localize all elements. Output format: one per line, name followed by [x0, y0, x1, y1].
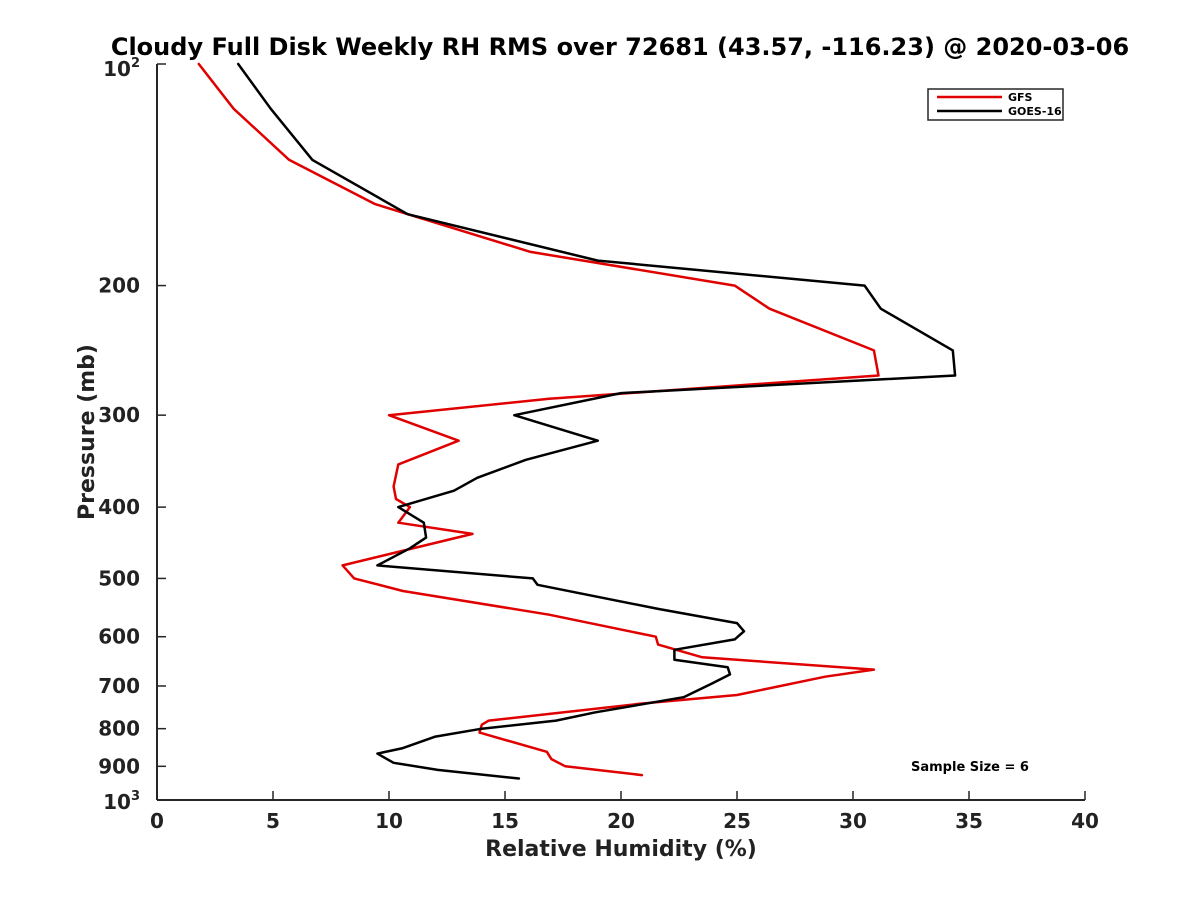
y-tick-label: 200: [98, 274, 140, 298]
y-tick-label: 400: [98, 495, 140, 519]
x-tick-label: 25: [723, 809, 751, 833]
y-tick-label: 900: [98, 754, 140, 778]
x-tick-label: 15: [491, 809, 519, 833]
y-tick-label: 600: [98, 625, 140, 649]
y-axis-label: Pressure (mb): [75, 344, 100, 520]
y-top-tick-label: 102: [103, 56, 140, 81]
x-tick-label: 10: [375, 809, 403, 833]
chart-title: Cloudy Full Disk Weekly RH RMS over 7268…: [111, 33, 1129, 61]
sample-size-annotation: Sample Size = 6: [911, 760, 1029, 775]
plot-area: 0 5 10 15 20 25 30 35 40 200 300 400 500 600 700 800 90…: [98, 56, 1099, 833]
y-ticks: 200 300 400 500 600 700 800 900: [98, 63, 166, 801]
y-tick-label: 500: [98, 566, 140, 590]
x-ticks: 0 5 10 15 20 25 30 35 40: [150, 791, 1099, 833]
x-axis-label: Relative Humidity (%): [485, 837, 757, 862]
legend-label-gfs: GFS: [1008, 91, 1033, 104]
legend: GFS GOES-16: [927, 88, 1064, 121]
x-tick-label: 0: [150, 809, 164, 833]
x-tick-label: 40: [1071, 809, 1099, 833]
legend-box: [927, 88, 1064, 121]
x-tick-label: 5: [266, 809, 280, 833]
x-tick-label: 30: [839, 809, 867, 833]
x-tick-label: 20: [607, 809, 635, 833]
y-tick-label: 700: [98, 674, 140, 698]
x-tick-label: 35: [955, 809, 983, 833]
y-bottom-tick-label: 103: [103, 789, 140, 814]
series-line-goes16: [236, 62, 957, 780]
y-tick-label: 800: [98, 717, 140, 741]
series-line-gfs: [197, 62, 880, 777]
series-group: [197, 62, 957, 780]
y-tick-label: 300: [98, 403, 140, 427]
legend-label-goes16: GOES-16: [1008, 105, 1062, 118]
